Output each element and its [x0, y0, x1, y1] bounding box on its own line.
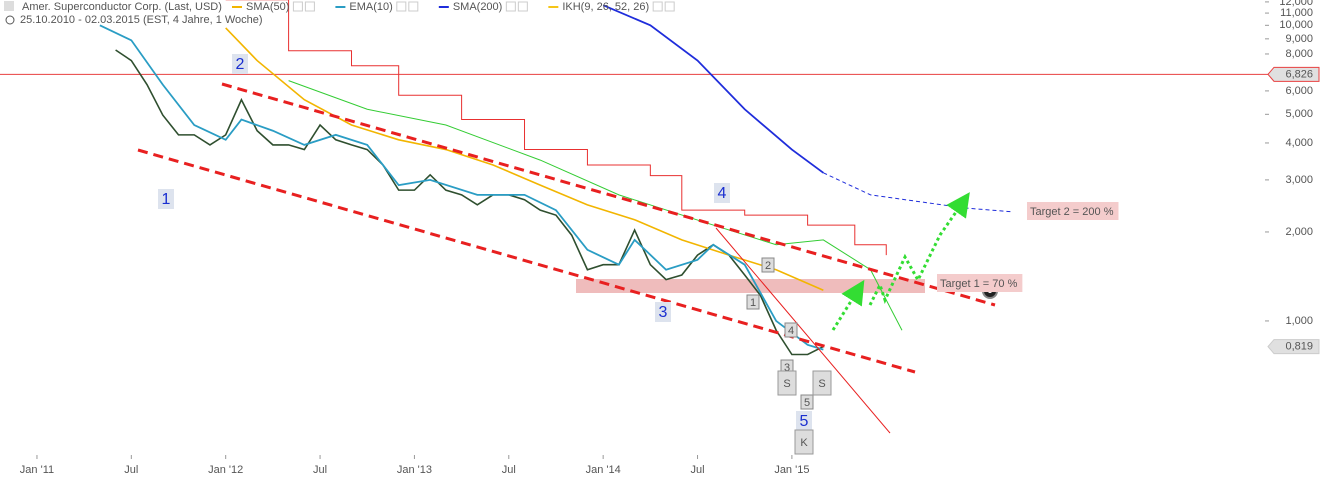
projection-arrow — [831, 279, 865, 331]
bar-count-bg — [761, 257, 775, 273]
y-tick-label: 4,000 — [1285, 137, 1313, 149]
wave-label-bg — [655, 302, 671, 322]
y-tick-label: 5,000 — [1285, 108, 1313, 120]
target-label: Target 1 = 70 % — [940, 278, 1018, 290]
x-tick-label: Jan '13 — [397, 464, 432, 476]
channel-lower — [137, 148, 916, 374]
bar-count-bg — [800, 394, 814, 410]
bar-count-bg — [746, 294, 760, 310]
series-line — [115, 49, 824, 356]
pattern-label-bg — [812, 370, 832, 396]
price-tag-label: 0,819 — [1285, 340, 1313, 352]
bar-count-label: 4 — [788, 325, 794, 337]
chart-subtitle: 25.10.2010 - 02.03.2015 (EST, 4 Jahre, 1… — [20, 14, 263, 26]
pattern-label: S — [783, 378, 790, 390]
y-tick-label: 6,000 — [1285, 85, 1313, 97]
wave-label: 4 — [718, 185, 727, 202]
price-tag — [1267, 66, 1320, 82]
legend-label: SMA(50) — [246, 1, 289, 13]
legend-label: SMA(200) — [453, 1, 503, 13]
x-tick-label: Jul — [690, 464, 704, 476]
chart-title: Amer. Superconductor Corp. (Last, USD) — [22, 1, 222, 13]
pattern-label-bg — [794, 429, 814, 455]
target-label: Target 2 = 200 % — [1030, 206, 1114, 218]
x-tick-label: Jan '15 — [774, 464, 809, 476]
legend-icon — [304, 1, 315, 12]
x-tick-label: Jul — [313, 464, 327, 476]
series-line — [602, 4, 824, 174]
bar-count-label: 2 — [765, 260, 771, 272]
wave-label: 1 — [162, 191, 171, 208]
price-tag — [1267, 339, 1320, 355]
series-line — [288, 80, 903, 331]
y-tick-label: 9,000 — [1285, 33, 1313, 45]
y-tick-label: 2,000 — [1285, 226, 1313, 238]
x-tick-label: Jan '14 — [586, 464, 621, 476]
bar-count-bg — [784, 322, 798, 338]
price-tag-label: 6,826 — [1285, 68, 1313, 80]
legend-label: IKH(9, 26, 52, 26) — [562, 1, 649, 13]
y-tick-label: 10,000 — [1279, 19, 1313, 31]
series-line — [225, 27, 824, 291]
x-tick-label: Jul — [502, 464, 516, 476]
target-label-bg — [1027, 202, 1119, 220]
clock-icon — [5, 15, 15, 25]
series-line — [99, 24, 824, 351]
legend-icon — [652, 1, 663, 12]
wave-label: 2 — [236, 56, 245, 73]
pattern-label-bg — [777, 370, 797, 396]
wave-label: 5 — [800, 413, 809, 430]
wave-label-bg — [796, 411, 812, 431]
series-line — [225, 0, 887, 256]
channel-upper — [221, 82, 996, 307]
series-line — [823, 172, 1013, 213]
legend-icon — [505, 1, 516, 12]
wave-label: 3 — [659, 304, 668, 321]
wave-label-bg — [158, 189, 174, 209]
toolbar-icon[interactable] — [4, 1, 14, 11]
wave-label-bg — [232, 54, 248, 74]
support-zone — [576, 279, 925, 293]
legend-icon — [664, 1, 675, 12]
y-tick-label: 11,000 — [1280, 7, 1313, 19]
target-label-bg — [937, 274, 1023, 292]
legend-icon — [292, 1, 303, 12]
legend-icon — [517, 1, 528, 12]
x-tick-label: Jul — [124, 464, 138, 476]
legend-icon — [408, 1, 419, 12]
x-tick-label: Jan '12 — [208, 464, 243, 476]
legend-icon — [396, 1, 407, 12]
trend-line — [715, 227, 891, 434]
y-tick-label: 1,000 — [1285, 315, 1313, 327]
wave-label-bg — [714, 183, 730, 203]
bar-count-label: 3 — [784, 362, 790, 374]
projection-arrow — [868, 192, 970, 306]
y-tick-label: 3,000 — [1285, 174, 1313, 186]
bar-count-label: 5 — [804, 397, 810, 409]
pattern-label: S — [818, 378, 825, 390]
plot-area — [0, 0, 1268, 356]
y-tick-label: 12,000 — [1279, 0, 1313, 8]
y-tick-label: 8,000 — [1285, 48, 1313, 60]
x-tick-label: Jan '11 — [20, 464, 54, 476]
pattern-label: K — [800, 437, 808, 449]
bar-count-label: 1 — [750, 297, 756, 309]
legend-label: EMA(10) — [349, 1, 392, 13]
